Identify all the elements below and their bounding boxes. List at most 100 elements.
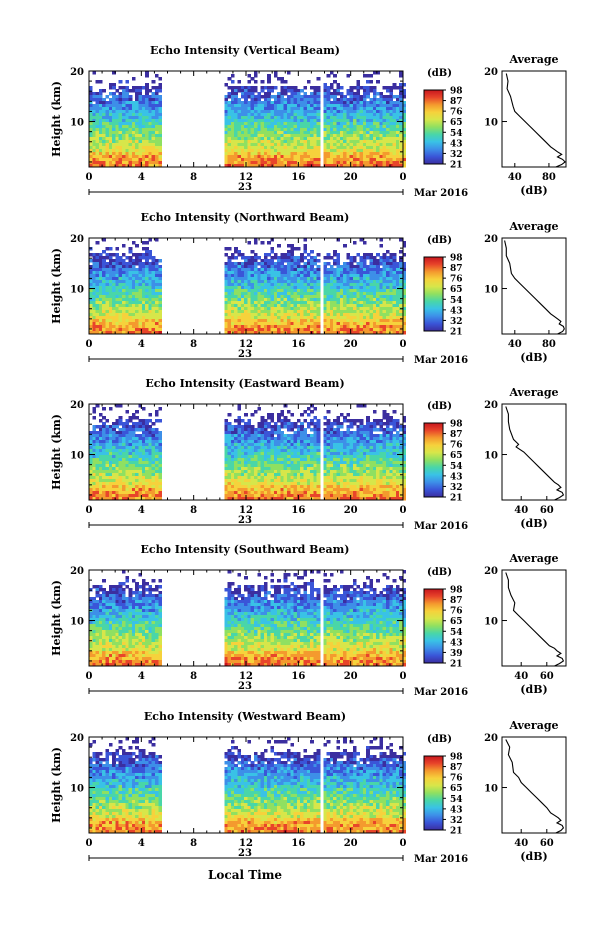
heatmap-cell: [339, 307, 344, 311]
heatmap-cell: [339, 113, 344, 117]
heatmap-cell: [155, 152, 159, 156]
heatmap-cell: [115, 113, 120, 117]
heatmap-cell: [128, 425, 133, 429]
heatmap-cell: [227, 292, 232, 296]
heatmap-cell: [372, 122, 377, 126]
heatmap-cell: [389, 331, 393, 335]
heatmap-cell: [122, 443, 126, 447]
heatmap-cell: [240, 419, 245, 423]
heatmap-cell: [296, 152, 301, 156]
heatmap-cell: [257, 268, 261, 272]
heatmap-cell: [402, 440, 407, 444]
heatmap-cell: [359, 262, 364, 266]
heatmap-cell: [280, 164, 285, 168]
heatmap-cell: [323, 116, 327, 120]
heatmap-cell: [227, 322, 232, 326]
heatmap-cell: [306, 407, 311, 411]
heatmap-cell: [254, 428, 258, 432]
heatmap-cell: [141, 122, 146, 126]
heatmap-cell: [336, 274, 341, 278]
heatmap-cell: [336, 416, 341, 420]
heatmap-cell: [326, 440, 331, 444]
heatmap-cell: [343, 419, 347, 423]
heatmap-cell: [224, 316, 228, 320]
heatmap-cell: [290, 116, 294, 120]
heatmap-cell: [395, 158, 400, 162]
heatmap-cell: [300, 161, 304, 165]
profile-title: Average: [508, 220, 558, 233]
heatmap-cell: [247, 101, 252, 105]
heatmap-cell: [293, 322, 298, 326]
heatmap-cell: [105, 161, 110, 165]
heatmap-cell: [376, 92, 380, 96]
heatmap-cell: [333, 431, 337, 435]
heatmap-cell: [379, 95, 384, 99]
heatmap-cell: [148, 116, 153, 120]
heatmap-cell: [227, 113, 232, 117]
heatmap-cell: [95, 310, 100, 314]
heatmap-cell: [155, 140, 159, 144]
panel-3: Echo Intensity (Eastward Beam)2010Height…: [50, 377, 567, 532]
heatmap-cell: [158, 289, 162, 293]
colorbar-tick-label: 76: [450, 108, 463, 118]
heatmap-cell: [105, 307, 110, 311]
heatmap-cell: [306, 155, 311, 159]
heatmap-cell: [89, 113, 93, 117]
heatmap-cell: [356, 268, 360, 272]
heatmap-cell: [323, 277, 327, 281]
heatmap-cell: [138, 146, 143, 150]
heatmap-cell: [326, 422, 331, 426]
heatmap-cell: [306, 313, 311, 317]
heatmap-cell: [125, 425, 129, 429]
heatmap-cell: [135, 286, 139, 290]
panel-title: Echo Intensity (Eastward Beam): [145, 377, 344, 390]
heatmap-cell: [336, 259, 341, 263]
heatmap-cell: [224, 107, 228, 111]
heatmap-cell: [89, 322, 93, 326]
heatmap-cell: [102, 313, 106, 317]
heatmap-cell: [135, 331, 139, 335]
heatmap-cell: [376, 295, 380, 299]
heatmap-cell: [267, 437, 271, 441]
heatmap-cell: [280, 280, 285, 284]
heatmap-cell: [353, 113, 357, 117]
heatmap-cell: [326, 98, 331, 102]
heatmap-cell: [102, 98, 106, 102]
heatmap-cell: [135, 443, 139, 447]
heatmap-cell: [254, 313, 258, 317]
heatmap-cell: [105, 146, 110, 150]
heatmap-cell: [333, 419, 337, 423]
heatmap-cell: [362, 143, 367, 147]
heatmap-cell: [141, 155, 146, 159]
heatmap-cell: [122, 110, 126, 114]
heatmap-cell: [343, 149, 347, 153]
heatmap-cell: [280, 319, 285, 323]
heatmap-cell: [128, 161, 133, 165]
heatmap-cell: [234, 247, 238, 251]
heatmap-cell: [250, 328, 255, 332]
heatmap-cell: [105, 328, 110, 332]
heatmap-cell: [323, 92, 327, 96]
heatmap-cell: [128, 268, 133, 272]
heatmap-cell: [92, 446, 96, 450]
heatmap-cell: [399, 301, 403, 305]
heatmap-cell: [326, 322, 331, 326]
heatmap-cell: [287, 274, 291, 278]
heatmap-cell: [402, 274, 407, 278]
heatmap-cell: [145, 277, 149, 281]
heatmap-cell: [270, 295, 275, 299]
heatmap-cell: [283, 328, 288, 332]
heatmap-cell: [148, 419, 153, 423]
heatmap-cell: [386, 86, 390, 90]
heatmap-cell: [290, 440, 294, 444]
heatmap-cell: [247, 128, 252, 132]
heatmap-cell: [224, 113, 228, 117]
heatmap-cell: [392, 271, 397, 275]
heatmap-cell: [263, 283, 268, 287]
heatmap-cell: [290, 280, 294, 284]
heatmap-cell: [326, 152, 331, 156]
heatmap-cell: [333, 80, 337, 84]
heatmap-cell: [105, 265, 110, 269]
heatmap-cell: [98, 164, 103, 168]
heatmap-cell: [369, 164, 374, 168]
